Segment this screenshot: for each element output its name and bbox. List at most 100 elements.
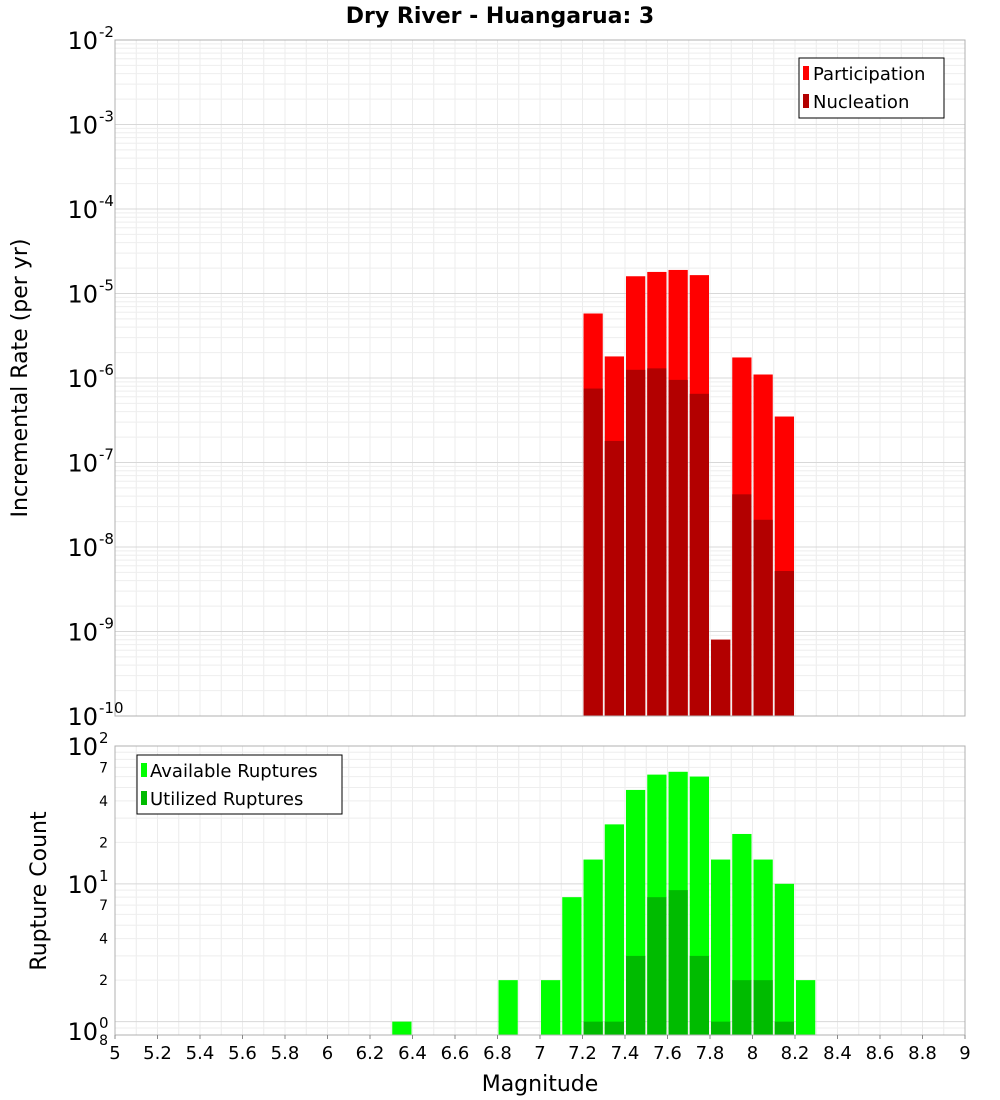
rate-bar-b xyxy=(647,368,667,716)
rate-bar-b xyxy=(711,639,731,716)
x-tick-label: 6.6 xyxy=(441,1043,470,1064)
y-tick-exponent: 1 xyxy=(99,867,109,885)
y-minor-label: 2 xyxy=(99,835,108,851)
x-tick-label: 6.8 xyxy=(483,1043,512,1064)
x-tick-label: 5.2 xyxy=(143,1043,172,1064)
bottom-legend: Available Ruptures Utilized Ruptures xyxy=(136,754,343,815)
y-tick-label: 10 xyxy=(67,733,98,761)
x-tick-label: 8.6 xyxy=(866,1043,895,1064)
y-tick-exponent: -5 xyxy=(99,277,114,295)
legend-swatch-utilized xyxy=(141,791,147,805)
count-bar-a xyxy=(774,883,794,1035)
rate-bar-b xyxy=(689,393,709,716)
top-y-ticks: 10-210-310-410-510-610-710-810-910-10 xyxy=(67,23,123,731)
y-tick-exponent: -3 xyxy=(99,108,114,126)
y-minor-label: 4 xyxy=(99,794,108,810)
legend-swatch-available xyxy=(141,763,147,777)
count-bar-b xyxy=(626,955,646,1035)
x-tick-label: 8.4 xyxy=(823,1043,852,1064)
x-tick-label: 7.6 xyxy=(653,1043,682,1064)
y-tick-label: 10 xyxy=(67,703,98,731)
x-tick-label: 7.4 xyxy=(611,1043,640,1064)
count-bar-b xyxy=(647,897,667,1035)
top-gridlines xyxy=(114,40,966,717)
rate-bar-b xyxy=(626,369,646,716)
y-tick-exponent: 0 xyxy=(99,1014,109,1032)
rate-bar-b xyxy=(604,440,624,716)
y-tick-exponent: -7 xyxy=(99,446,114,464)
y-tick-label: 10 xyxy=(67,534,98,562)
legend-label-utilized: Utilized Ruptures xyxy=(150,789,303,810)
x-tick-label: 6.2 xyxy=(356,1043,385,1064)
count-bar-a xyxy=(604,824,624,1035)
count-bar-b xyxy=(753,980,773,1035)
y-tick-exponent: -6 xyxy=(99,361,114,379)
top-bars xyxy=(583,269,794,716)
y-tick-label: 10 xyxy=(67,196,98,224)
count-bar-b xyxy=(774,1021,794,1035)
x-tick-label: 8.2 xyxy=(781,1043,810,1064)
y-tick-label: 10 xyxy=(67,281,98,309)
y-minor-label: 2 xyxy=(99,973,108,989)
y-tick-exponent: -4 xyxy=(99,192,114,210)
count-bar-a xyxy=(711,859,731,1035)
count-bar-b xyxy=(732,980,752,1035)
x-tick-label: 7 xyxy=(534,1043,545,1064)
chart-title: Dry River - Huangarua: 3 xyxy=(346,4,654,29)
legend-swatch-participation xyxy=(803,66,809,80)
count-bar-a xyxy=(562,897,582,1035)
top-y-axis-title: Incremental Rate (per yr) xyxy=(8,239,33,518)
legend-label-available: Available Ruptures xyxy=(150,761,318,782)
legend-swatch-nucleation xyxy=(803,94,809,108)
y-tick-label: 10 xyxy=(67,619,98,647)
y-tick-label: 10 xyxy=(67,1018,98,1046)
count-bar-b xyxy=(668,890,688,1035)
rate-bar-b xyxy=(668,379,688,716)
x-tick-label: 8 xyxy=(747,1043,758,1064)
y-tick-label: 10 xyxy=(67,27,98,55)
y-minor-label: 7 xyxy=(99,898,108,914)
count-bar-b xyxy=(711,1021,731,1035)
rate-bar-b xyxy=(774,570,794,716)
x-tick-label: 6.4 xyxy=(398,1043,427,1064)
count-bar-a xyxy=(796,980,816,1035)
y-minor-label: 8 xyxy=(99,1033,108,1049)
y-tick-label: 10 xyxy=(67,450,98,478)
y-tick-label: 10 xyxy=(67,365,98,393)
y-tick-exponent: -2 xyxy=(99,23,114,41)
count-bar-a xyxy=(583,859,603,1035)
bottom-bars xyxy=(392,771,816,1035)
y-tick-exponent: -10 xyxy=(99,699,124,717)
y-tick-exponent: -8 xyxy=(99,530,114,548)
x-tick-label: 5 xyxy=(109,1043,120,1064)
count-bar-b xyxy=(583,1021,603,1035)
bottom-y-axis-title: Rupture Count xyxy=(27,811,52,971)
x-tick-label: 6 xyxy=(322,1043,333,1064)
count-bar-a xyxy=(498,980,518,1035)
legend-label-nucleation: Nucleation xyxy=(813,92,909,113)
bottom-gridlines xyxy=(114,746,966,1036)
x-axis-title: Magnitude xyxy=(482,1072,599,1097)
y-tick-label: 10 xyxy=(67,112,98,140)
x-tick-label: 9 xyxy=(959,1043,970,1064)
x-tick-label: 5.6 xyxy=(228,1043,257,1064)
count-bar-b xyxy=(604,1021,624,1035)
x-ticks: 5 5.2 5.4 5.6 5.8 6 6.2 6.4 6.6 6.8 7 7.2 7.4 7.6 7.8 8… xyxy=(109,1035,971,1064)
count-bar-b xyxy=(689,955,709,1035)
count-bar-a xyxy=(392,1021,412,1035)
count-bar-a xyxy=(541,980,561,1035)
y-tick-exponent: 2 xyxy=(99,729,109,747)
y-minor-label: 4 xyxy=(99,932,108,948)
y-tick-label: 10 xyxy=(67,871,98,899)
top-plot-border xyxy=(114,39,966,717)
rate-bar-b xyxy=(732,494,752,716)
top-legend: Participation Nucleation xyxy=(798,57,945,119)
x-tick-label: 7.2 xyxy=(568,1043,597,1064)
y-minor-label: 7 xyxy=(99,760,108,776)
x-tick-label: 5.4 xyxy=(186,1043,215,1064)
x-tick-label: 8.8 xyxy=(908,1043,937,1064)
x-tick-label: 7.8 xyxy=(696,1043,725,1064)
y-tick-exponent: -9 xyxy=(99,615,114,633)
